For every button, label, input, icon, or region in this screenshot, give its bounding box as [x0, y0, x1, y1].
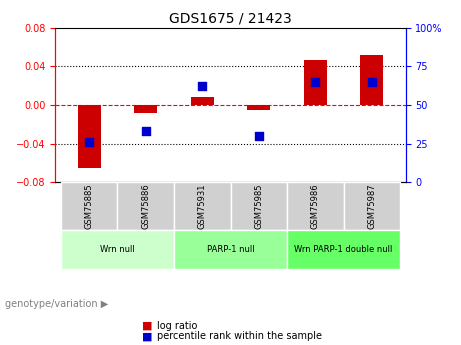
Text: PARP-1 null: PARP-1 null — [207, 245, 254, 254]
Bar — [135, 105, 157, 112]
FancyBboxPatch shape — [174, 182, 230, 230]
Text: Wrn PARP-1 double null: Wrn PARP-1 double null — [294, 245, 393, 254]
Text: GSM75885: GSM75885 — [85, 183, 94, 229]
FancyBboxPatch shape — [174, 230, 287, 269]
Text: GSM75987: GSM75987 — [367, 183, 376, 229]
Text: log ratio: log ratio — [157, 321, 197, 331]
Text: Wrn null: Wrn null — [100, 245, 135, 254]
Bar — [361, 55, 383, 105]
Point — [199, 83, 206, 89]
FancyBboxPatch shape — [287, 230, 400, 269]
Bar — [304, 60, 326, 105]
Bar — [191, 97, 213, 105]
Text: ■: ■ — [142, 332, 153, 341]
FancyBboxPatch shape — [230, 182, 287, 230]
FancyBboxPatch shape — [61, 182, 118, 230]
Text: GSM75985: GSM75985 — [254, 183, 263, 229]
Point — [368, 79, 375, 85]
FancyBboxPatch shape — [61, 230, 174, 269]
Text: ■: ■ — [142, 321, 153, 331]
Point — [86, 139, 93, 145]
FancyBboxPatch shape — [343, 182, 400, 230]
Point — [312, 79, 319, 85]
Bar — [78, 105, 100, 168]
Bar — [248, 105, 270, 110]
Text: GSM75886: GSM75886 — [141, 183, 150, 229]
Point — [255, 133, 262, 139]
Text: GSM75931: GSM75931 — [198, 183, 207, 229]
Text: genotype/variation ▶: genotype/variation ▶ — [5, 299, 108, 308]
FancyBboxPatch shape — [118, 182, 174, 230]
Text: percentile rank within the sample: percentile rank within the sample — [157, 332, 322, 341]
FancyBboxPatch shape — [287, 182, 343, 230]
Title: GDS1675 / 21423: GDS1675 / 21423 — [169, 11, 292, 25]
Text: GSM75986: GSM75986 — [311, 183, 320, 229]
Point — [142, 128, 149, 134]
